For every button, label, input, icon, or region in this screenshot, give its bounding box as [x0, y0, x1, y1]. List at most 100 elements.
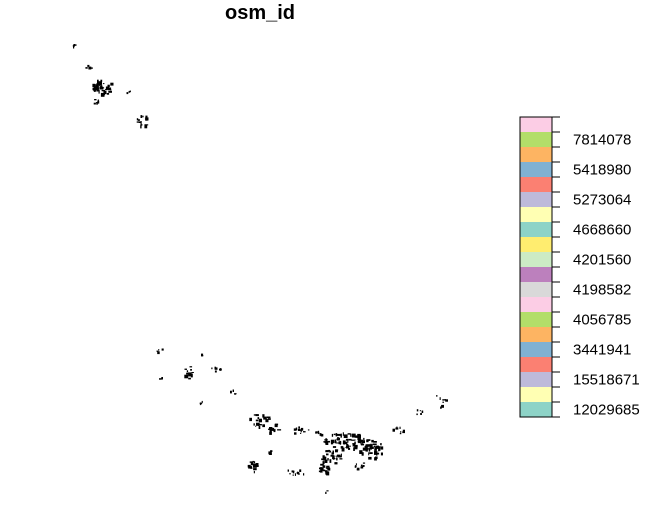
building-footprint	[369, 452, 373, 454]
building-footprint	[317, 431, 320, 435]
building-footprint	[334, 441, 337, 444]
legend-label: 15518671	[573, 372, 640, 389]
legend-label: 4198582	[573, 282, 631, 299]
building-footprint	[161, 348, 164, 351]
building-footprint	[140, 115, 143, 118]
building-footprint	[336, 449, 339, 451]
building-footprint	[374, 457, 377, 461]
building-footprint	[332, 450, 334, 455]
building-footprint	[158, 349, 160, 351]
building-footprint	[219, 369, 221, 371]
building-footprint	[330, 440, 334, 445]
building-footprint	[104, 90, 106, 93]
building-footprint	[351, 439, 355, 441]
building-footprint	[325, 450, 329, 452]
building-footprint	[362, 447, 367, 451]
building-footprint	[99, 86, 104, 90]
building-footprint	[92, 83, 96, 88]
building-footprint	[255, 425, 257, 427]
building-footprint	[255, 464, 259, 467]
building-footprint	[335, 449, 338, 453]
building-footprint	[354, 446, 358, 450]
building-footprint	[366, 439, 369, 443]
building-footprint	[354, 435, 359, 438]
building-footprint	[354, 441, 356, 445]
building-footprint	[161, 377, 163, 380]
building-footprint	[354, 439, 356, 441]
building-footprint	[267, 418, 271, 420]
building-footprint	[190, 369, 192, 371]
building-footprint	[436, 395, 438, 397]
building-footprint	[325, 491, 327, 494]
building-footprint	[342, 432, 344, 436]
legend-label: 12029685	[573, 402, 640, 419]
building-footprint	[107, 84, 110, 88]
building-footprint	[355, 444, 358, 448]
building-footprint	[275, 423, 278, 427]
building-footprint	[419, 410, 421, 412]
building-footprint	[144, 124, 148, 129]
building-footprint	[136, 118, 139, 121]
building-footprint	[374, 449, 376, 451]
building-footprint	[253, 423, 255, 426]
building-footprint	[374, 451, 378, 455]
building-footprint	[159, 378, 162, 380]
building-footprint	[269, 427, 273, 431]
building-footprint	[347, 433, 351, 435]
legend-swatch	[520, 117, 552, 132]
building-footprint	[106, 93, 110, 95]
building-footprint	[140, 125, 142, 129]
building-footprint	[101, 93, 102, 96]
building-footprint	[324, 459, 328, 463]
building-footprint	[325, 438, 328, 442]
building-footprint	[215, 367, 218, 370]
building-footprint	[338, 437, 340, 440]
legend-swatch	[520, 342, 552, 357]
legend-label: 4056785	[573, 312, 631, 329]
building-footprint	[416, 413, 418, 416]
building-footprint	[93, 102, 96, 105]
building-footprint	[335, 442, 339, 444]
building-footprint	[334, 462, 338, 465]
building-footprint	[342, 447, 345, 450]
building-footprint	[249, 461, 253, 463]
building-footprint	[326, 490, 329, 492]
building-footprint	[322, 465, 326, 468]
legend-swatch	[520, 192, 552, 207]
building-footprint	[100, 92, 105, 97]
building-footprint	[345, 438, 349, 441]
legend-swatch	[520, 132, 552, 147]
building-footprint	[373, 445, 375, 448]
building-footprint	[291, 470, 295, 473]
building-footprint	[320, 463, 324, 466]
legend-ticks	[552, 116, 560, 418]
legend-label: 5418980	[573, 162, 631, 179]
building-footprint	[137, 119, 140, 121]
building-footprint	[270, 429, 272, 432]
building-footprint	[325, 467, 330, 469]
legend-swatch	[520, 282, 552, 297]
building-footprint	[362, 465, 365, 467]
legend-label: 3441941	[573, 342, 631, 359]
building-footprint	[373, 441, 377, 443]
building-footprint	[325, 470, 328, 473]
building-footprint	[347, 438, 349, 443]
building-footprint	[201, 400, 203, 403]
legend-swatch	[520, 402, 552, 417]
building-footprint	[300, 432, 302, 434]
building-footprint	[325, 471, 327, 475]
building-footprint	[441, 404, 444, 408]
building-footprint	[298, 426, 300, 429]
building-footprint	[326, 465, 330, 468]
building-footprint	[353, 447, 355, 451]
legend-swatch	[520, 372, 552, 387]
building-footprint	[328, 449, 330, 451]
building-footprint	[186, 370, 189, 373]
building-footprint	[140, 121, 142, 125]
legend-labels: 12029685 15518671 3441941 4056785 4198582 420…	[573, 132, 640, 419]
building-footprint	[262, 414, 265, 418]
building-footprint	[289, 473, 291, 475]
legend-swatch	[520, 222, 552, 237]
building-footprint	[299, 469, 302, 472]
building-footprint	[378, 448, 380, 452]
